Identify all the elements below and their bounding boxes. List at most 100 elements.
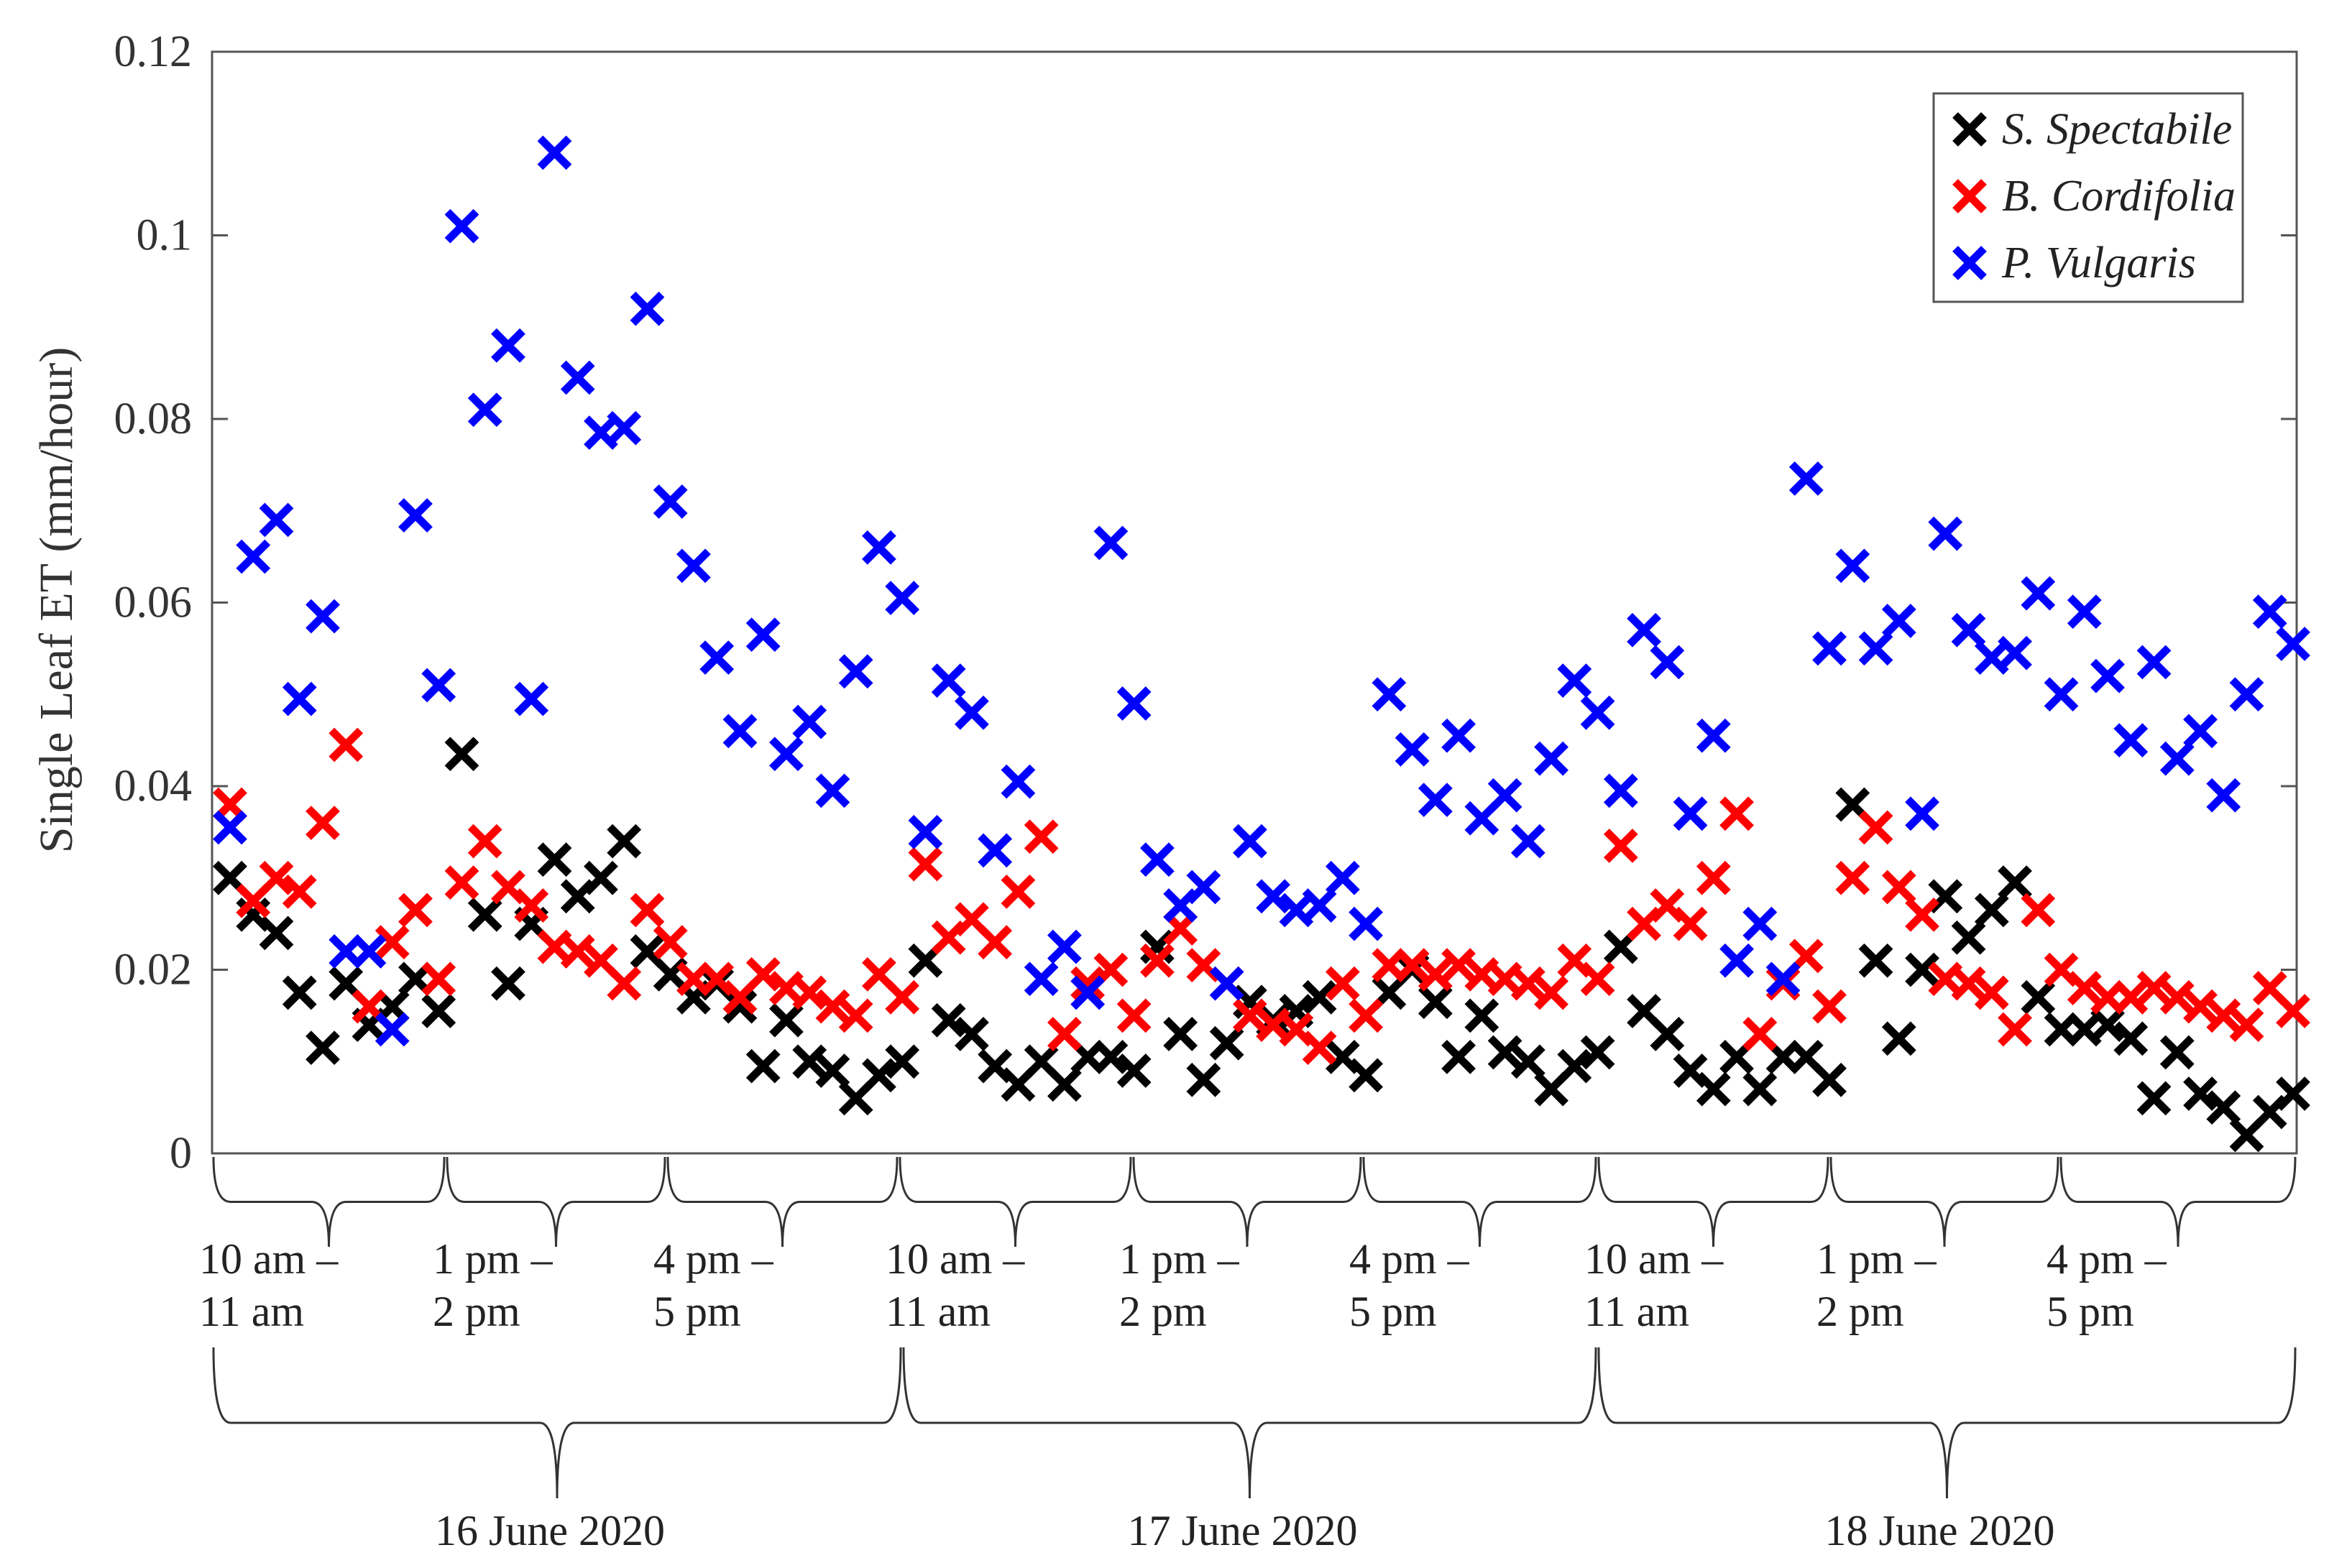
day-group-labels: 16 June 2020 17 June 2020 18 June 2020: [435, 1507, 2054, 1554]
time-label-line1: 10 am –: [886, 1235, 1025, 1283]
time-label-line1: 10 am –: [199, 1235, 339, 1283]
time-label-line1: 4 pm –: [1349, 1235, 1470, 1283]
data-point: [1557, 1048, 1592, 1084]
time-label-line2: 11 am: [1584, 1288, 1689, 1335]
time-brace: [1362, 1156, 1597, 1248]
data-point: [908, 814, 943, 849]
data-point: [722, 989, 758, 1024]
data-point: [1487, 1035, 1522, 1070]
data-point: [2229, 677, 2264, 712]
data-point: [931, 663, 966, 698]
data-point: [1232, 824, 1267, 859]
day-brace: [1597, 1347, 2297, 1499]
data-point: [421, 994, 456, 1028]
time-label-line2: 5 pm: [653, 1288, 741, 1335]
data-point: [2159, 1035, 2195, 1070]
data-point: [676, 548, 711, 584]
data-point: [1510, 824, 1545, 859]
data-point: [1395, 948, 1430, 982]
data-point: [1140, 943, 1175, 978]
data-point: [1116, 686, 1152, 721]
y-tick-label: 0.04: [114, 762, 193, 811]
time-brace: [1132, 1156, 1362, 1248]
data-point: [607, 824, 642, 859]
data-point: [2067, 594, 2102, 629]
data-point: [2183, 714, 2218, 749]
day-brace: [212, 1347, 902, 1499]
data-point: [560, 360, 595, 395]
y-tick-label: 0.08: [114, 395, 193, 443]
data-point: [1603, 829, 1638, 863]
data-point: [2159, 741, 2195, 776]
data-point: [306, 599, 340, 634]
data-point: [1418, 783, 1453, 818]
data-point: [444, 208, 479, 244]
data-point: [745, 617, 781, 652]
time-label-line2: 5 pm: [1349, 1288, 1437, 1335]
data-point: [2067, 971, 2102, 1005]
legend-marker: [1952, 246, 1987, 280]
data-point: [213, 810, 247, 845]
data-point: [978, 833, 1013, 868]
data-point: [1372, 677, 1407, 712]
data-point: [1116, 1053, 1152, 1088]
data-point: [1557, 663, 1592, 698]
data-point: [653, 484, 688, 519]
day-group-braces: [212, 1347, 2297, 1499]
data-point: [1858, 631, 1893, 666]
data-point: [1024, 961, 1059, 997]
data-point: [792, 975, 827, 1010]
data-point: [467, 824, 502, 859]
time-brace: [2059, 1156, 2297, 1248]
data-point: [1163, 1017, 1198, 1051]
y-tick-label: 0.02: [114, 946, 193, 995]
data-point: [1070, 975, 1106, 1010]
data-point: [1905, 897, 1939, 932]
data-point: [1070, 966, 1106, 1001]
data-point: [2206, 998, 2241, 1033]
data-point: [699, 640, 735, 675]
time-brace: [899, 1156, 1132, 1248]
data-point: [862, 1058, 896, 1093]
data-point: [1209, 1025, 1244, 1061]
data-point: [2159, 979, 2195, 1015]
data-point: [885, 581, 920, 616]
data-point: [2252, 594, 2287, 629]
data-point: [1742, 1017, 1778, 1051]
data-point: [1835, 860, 1870, 895]
y-tick-label: 0.1: [137, 211, 193, 260]
data-point: [815, 773, 850, 808]
data-point: [885, 1044, 920, 1079]
data-point: [514, 681, 549, 716]
data-point: [1951, 920, 1986, 955]
data-point: [2021, 576, 2056, 611]
y-axis-label: Single Leaf ET (mm/hour): [30, 347, 83, 853]
data-point: [2206, 778, 2241, 813]
data-point: [2136, 971, 2172, 1005]
data-point: [1580, 1035, 1615, 1070]
data-point: [491, 966, 525, 1001]
data-point: [282, 681, 317, 716]
data-point: [1603, 773, 1638, 808]
data-point: [1858, 810, 1893, 845]
data-point: [2044, 677, 2079, 712]
data-point: [1905, 796, 1939, 831]
data-point: [1650, 1017, 1685, 1051]
data-point: [375, 925, 410, 960]
data-point: [1441, 1039, 1476, 1074]
data-point: [444, 865, 479, 900]
data-point: [2090, 1007, 2125, 1043]
data-point: [259, 916, 294, 951]
day-brace: [902, 1347, 1597, 1499]
data-point: [955, 1017, 989, 1051]
data-point: [2113, 723, 2149, 758]
time-label-line1: 1 pm –: [433, 1235, 553, 1283]
data-point: [375, 1012, 410, 1047]
data-point: [838, 998, 873, 1033]
data-point: [1673, 906, 1708, 941]
data-point: [745, 957, 781, 992]
data-point: [1116, 998, 1152, 1033]
time-label-line2: 11 am: [886, 1288, 991, 1335]
data-point: [2136, 1081, 2172, 1116]
data-point: [745, 1048, 781, 1084]
